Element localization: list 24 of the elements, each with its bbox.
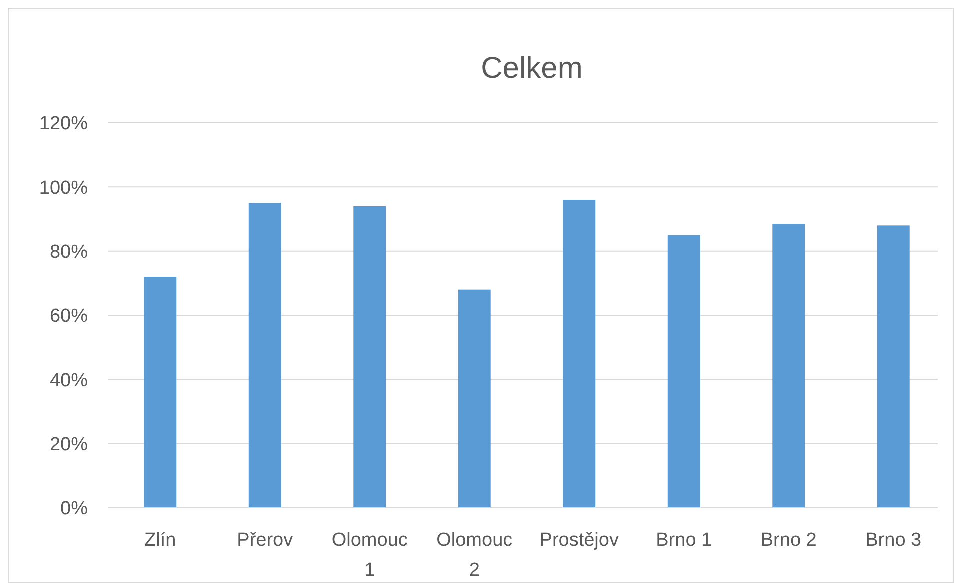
bar bbox=[877, 226, 910, 508]
bar bbox=[248, 203, 282, 508]
chart-title: Celkem bbox=[481, 52, 583, 85]
bar bbox=[563, 200, 596, 508]
x-tick-label: Prostějov bbox=[540, 530, 620, 551]
y-tick-label: 40% bbox=[50, 370, 88, 392]
y-tick-label: 20% bbox=[50, 434, 88, 456]
y-tick-label: 60% bbox=[50, 306, 88, 328]
bar bbox=[772, 224, 806, 508]
x-tick-label: Brno 2 bbox=[760, 530, 817, 551]
y-tick-label: 80% bbox=[50, 242, 88, 263]
x-tick-label: Zlín bbox=[144, 530, 176, 551]
y-tick-label: 0% bbox=[60, 498, 88, 520]
bar bbox=[668, 235, 700, 508]
x-tick-label: Olomouc 2 bbox=[436, 530, 513, 581]
x-tick-label: Brno 3 bbox=[866, 530, 922, 551]
x-tick-label: Brno 1 bbox=[656, 530, 712, 551]
x-tick-label: Olomouc 1 bbox=[332, 530, 408, 581]
x-tick-label: Přerov bbox=[237, 530, 294, 551]
y-tick-label: 100% bbox=[39, 178, 88, 199]
y-tick-label: 120% bbox=[39, 114, 88, 135]
bar bbox=[144, 277, 177, 508]
bar bbox=[458, 290, 491, 508]
bar bbox=[354, 206, 386, 508]
